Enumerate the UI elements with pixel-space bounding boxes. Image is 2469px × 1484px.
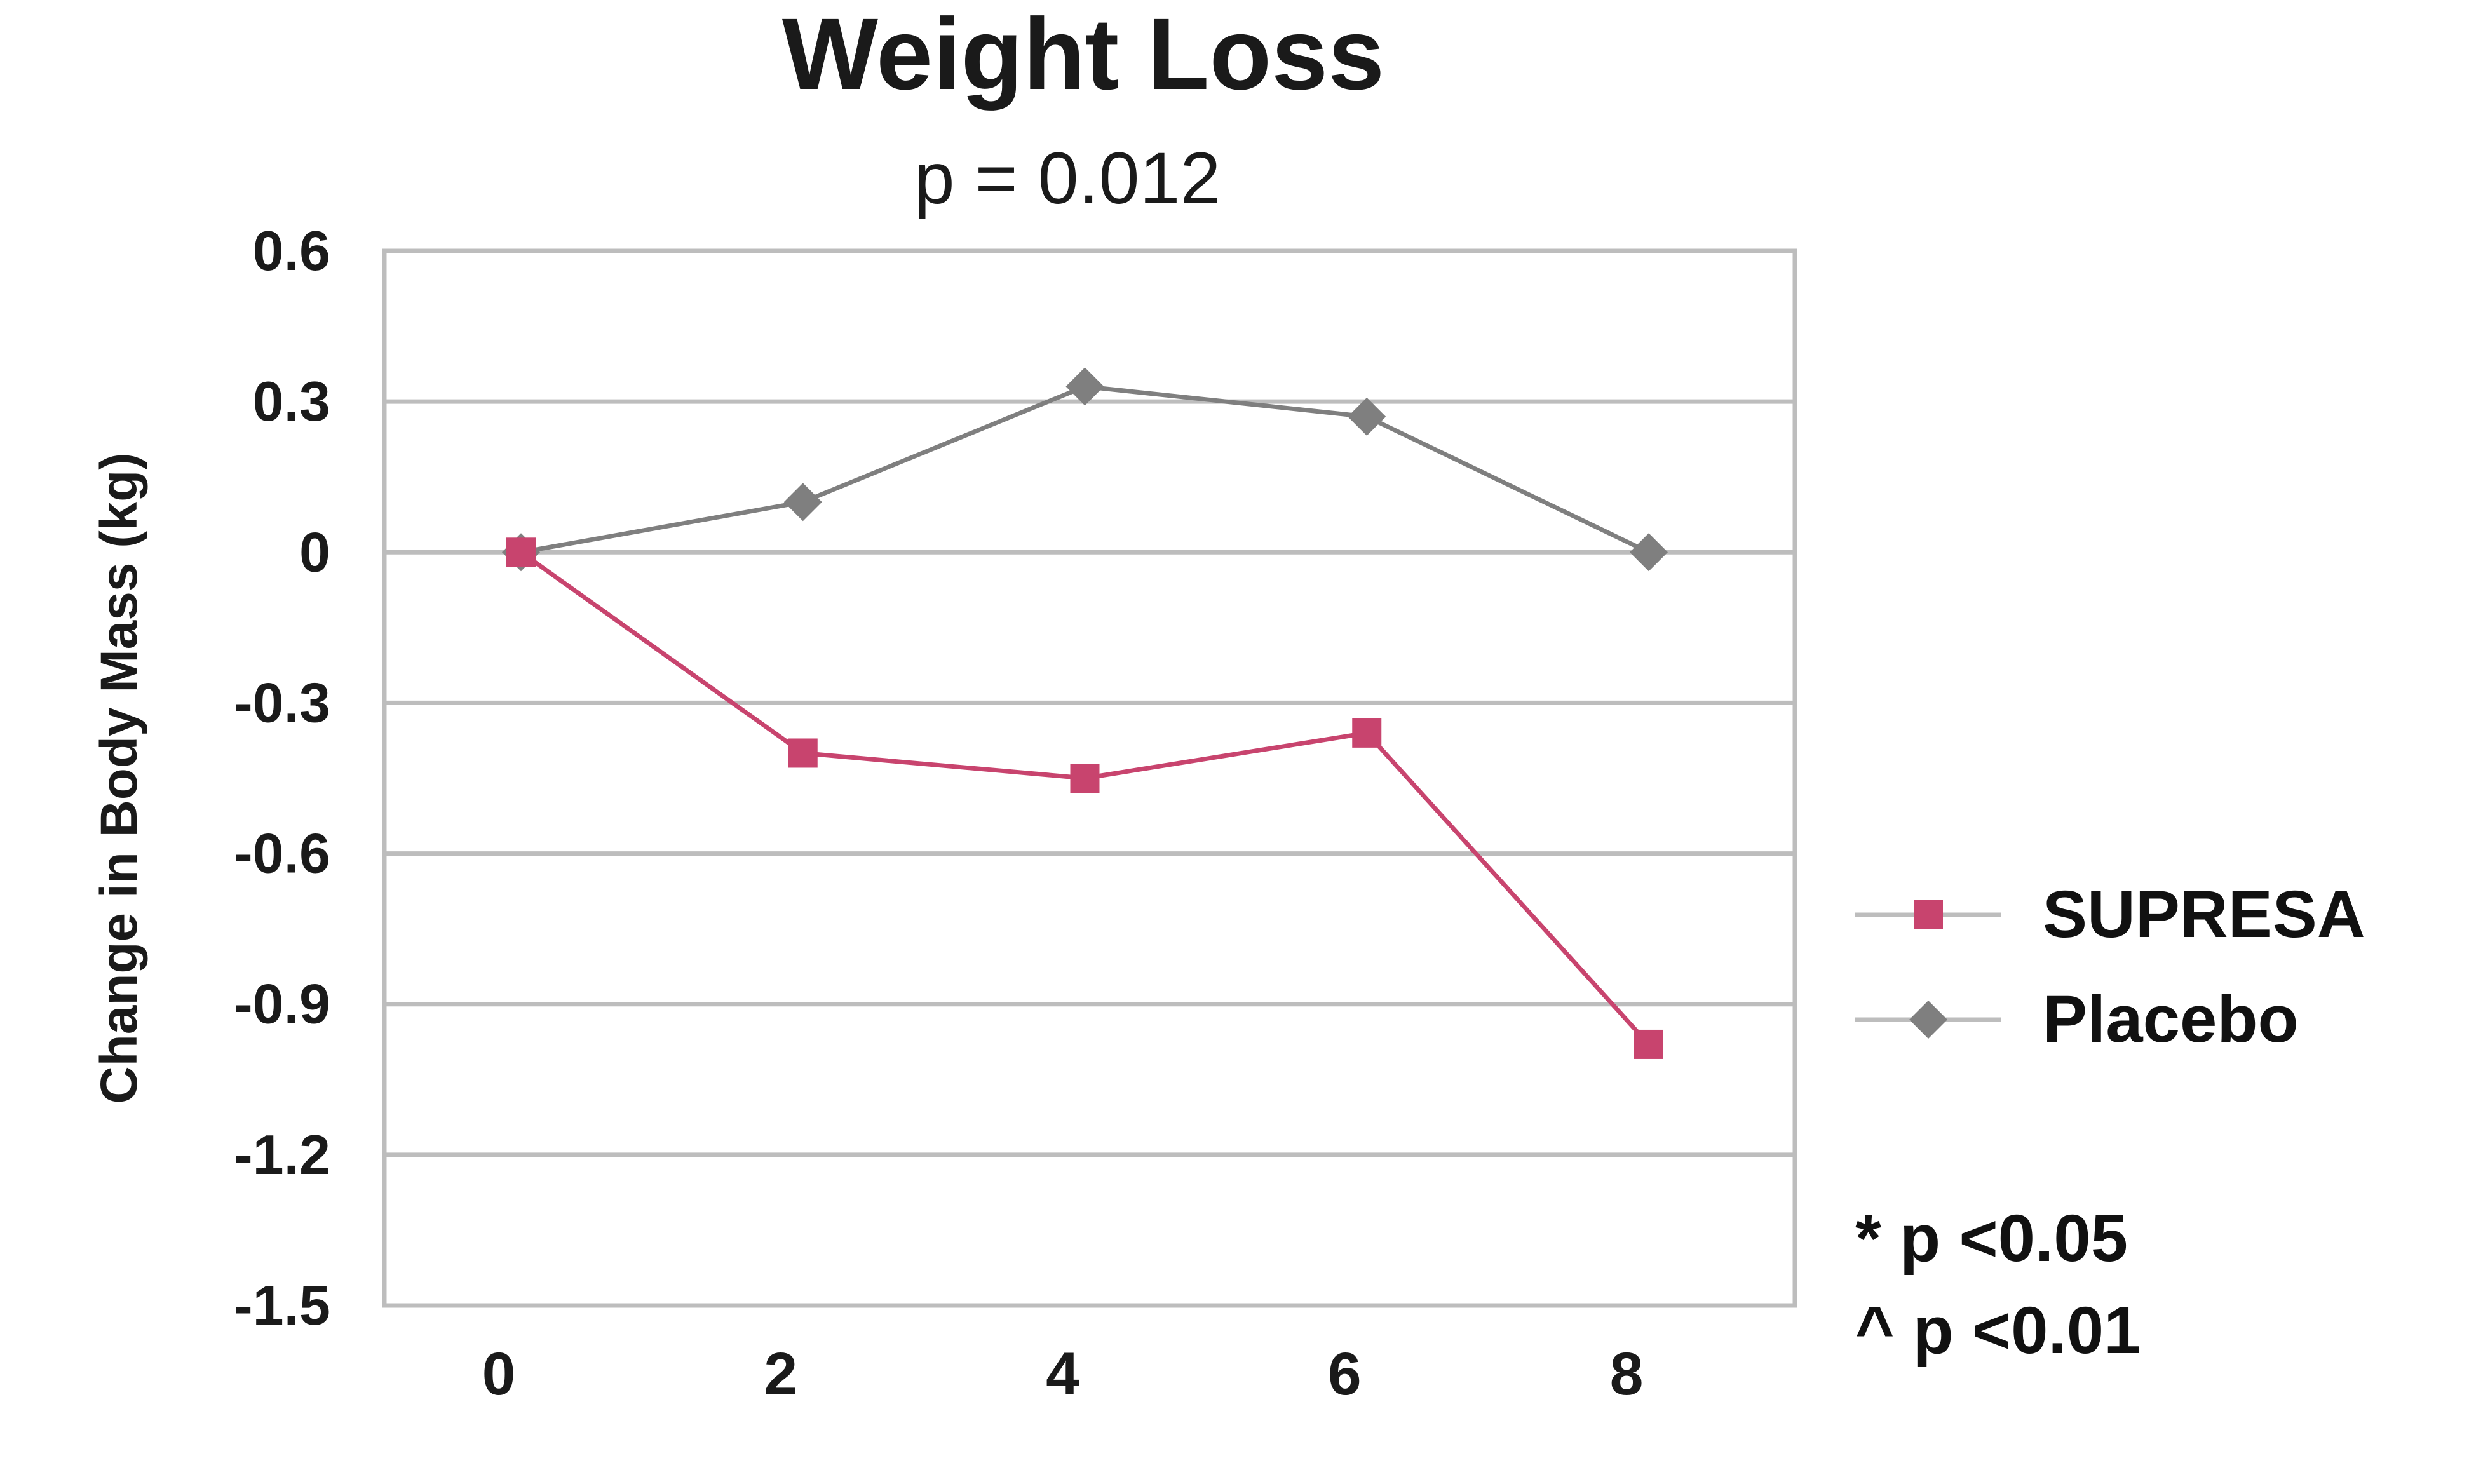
y-axis-ticks: 0.6 0.3 0 -0.3 -0.6 -0.9 -1.2 -1.5 — [234, 219, 330, 1337]
legend-item-placebo: Placebo — [1855, 982, 2299, 1056]
y-tick-label-7: -1.5 — [234, 1274, 330, 1337]
x-tick-label-1: 2 — [764, 1340, 797, 1408]
y-tick-label-1: 0.3 — [253, 370, 330, 433]
x-tick-label-0: 0 — [482, 1340, 516, 1408]
supresa-point-3 — [1352, 718, 1382, 748]
supresa-point-4 — [1634, 1029, 1663, 1059]
supresa-point-0 — [506, 537, 536, 567]
legend-item-supresa: SUPRESA — [1855, 877, 2365, 952]
y-tick-label-5: -0.9 — [234, 973, 330, 1035]
placebo-point-1 — [783, 483, 822, 522]
note-0: * p <0.05 — [1855, 1201, 2128, 1276]
legend-marker-placebo — [1909, 1001, 1947, 1039]
series-supresa — [506, 537, 1663, 1059]
x-tick-label-3: 6 — [1328, 1340, 1362, 1408]
grid-lines — [384, 248, 1795, 1308]
x-tick-label-2: 4 — [1046, 1340, 1079, 1408]
y-axis-label: Change in Body Mass (kg) — [90, 452, 148, 1103]
significance-notes: * p <0.05 ^ p <0.01 — [1855, 1201, 2141, 1368]
series-placebo — [502, 367, 1668, 572]
plot-frame — [382, 248, 1797, 1308]
x-axis-ticks: 0 2 4 6 8 — [482, 1340, 1644, 1408]
y-tick-label-6: -1.2 — [234, 1123, 330, 1186]
y-tick-label-3: -0.3 — [234, 671, 330, 734]
chart-subtitle: p = 0.012 — [914, 138, 1221, 219]
y-tick-label-4: -0.6 — [234, 822, 330, 885]
y-tick-label-2: 0 — [299, 520, 330, 583]
placebo-point-3 — [1348, 397, 1386, 436]
legend-marker-supresa — [1914, 900, 1943, 929]
legend: SUPRESA Placebo — [1855, 877, 2365, 1056]
data-series — [502, 367, 1668, 1059]
placebo-line — [520, 384, 1650, 555]
supresa-point-1 — [788, 738, 818, 768]
note-1: ^ p <0.01 — [1855, 1293, 2141, 1368]
y-tick-label-0: 0.6 — [253, 219, 330, 282]
supresa-line — [519, 550, 1651, 1046]
chart-title: Weight Loss — [782, 0, 1384, 111]
placebo-point-2 — [1065, 367, 1104, 406]
legend-label-placebo: Placebo — [2043, 982, 2299, 1056]
placebo-point-4 — [1630, 533, 1668, 572]
x-tick-label-4: 8 — [1610, 1340, 1644, 1408]
legend-label-supresa: SUPRESA — [2043, 877, 2365, 952]
supresa-point-2 — [1070, 764, 1100, 793]
